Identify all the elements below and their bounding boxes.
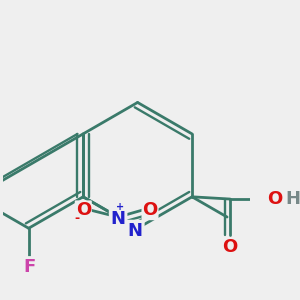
Text: +: + xyxy=(116,202,124,212)
Text: -: - xyxy=(74,212,79,225)
Text: H: H xyxy=(285,190,300,208)
Text: O: O xyxy=(142,201,158,219)
Text: O: O xyxy=(76,201,91,219)
Text: N: N xyxy=(128,221,143,239)
Text: N: N xyxy=(111,210,126,228)
Text: F: F xyxy=(24,258,36,276)
Text: O: O xyxy=(223,238,238,256)
Text: O: O xyxy=(267,190,283,208)
